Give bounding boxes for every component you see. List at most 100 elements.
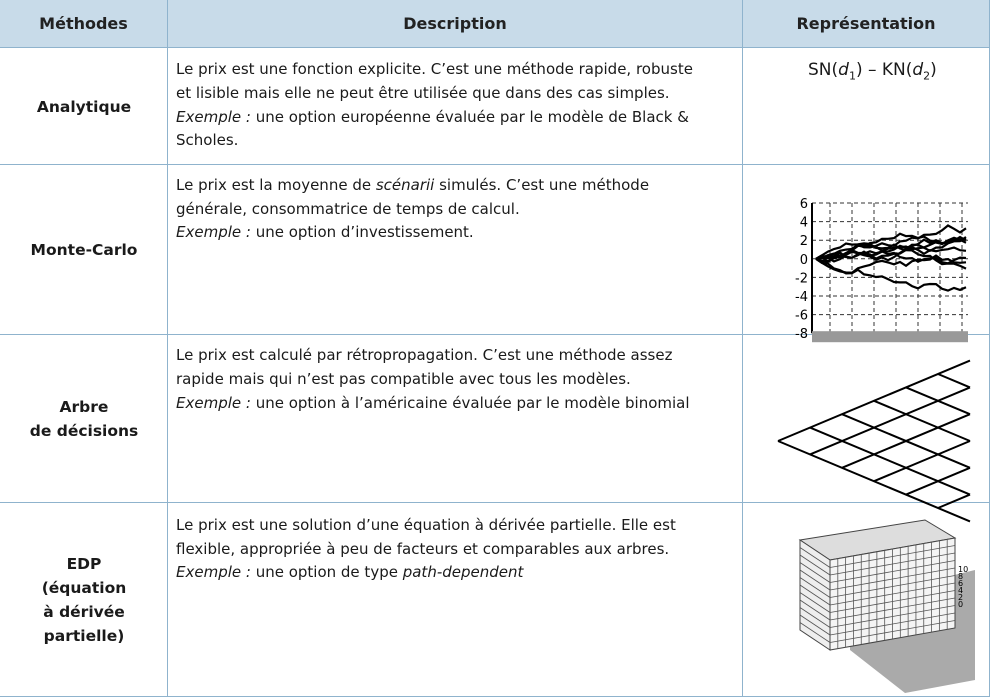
mesh xyxy=(799,569,831,591)
z-tick-label: 2 xyxy=(958,593,963,602)
mesh xyxy=(829,590,956,613)
formula-part: SN( xyxy=(808,60,839,80)
z-tick-label: 10 xyxy=(958,565,968,574)
z-tick-label: 0 xyxy=(958,600,963,609)
description-text: une option d’investissement. xyxy=(250,223,474,241)
description-line: Exemple : une option d’investissement. xyxy=(176,223,474,241)
tree-edge xyxy=(873,399,971,442)
description-text: Le prix est la moyenne de xyxy=(176,176,376,194)
formula-part: 1 xyxy=(848,69,856,83)
formula-part: d xyxy=(912,60,924,80)
description-text: path-dependent xyxy=(402,563,524,581)
tree-edge xyxy=(809,386,971,456)
mesh xyxy=(799,562,831,583)
random-walk xyxy=(815,250,967,265)
mesh xyxy=(799,547,831,568)
description-text: flexible, appropriée à peu de facteurs e… xyxy=(176,540,670,558)
formula: SN(d1) – KN(d2) xyxy=(808,60,937,82)
description-text: Le prix est une fonction explicite. C’es… xyxy=(176,60,693,78)
cell xyxy=(0,165,168,335)
mesh xyxy=(799,592,831,613)
y-tick-label: -2 xyxy=(795,271,808,286)
random-walk xyxy=(815,257,967,292)
y-tick-label: 4 xyxy=(800,216,808,231)
description-line: flexible, appropriée à peu de facteurs e… xyxy=(176,540,669,558)
method-label: EDP xyxy=(66,555,102,573)
description-text: générale, consommatrice de temps de calc… xyxy=(176,200,520,218)
mesh xyxy=(829,567,956,591)
description-line: générale, consommatrice de temps de calc… xyxy=(176,200,520,218)
mesh xyxy=(829,597,956,621)
z-tick-label: 8 xyxy=(958,572,963,581)
tree-edge xyxy=(809,426,971,496)
random-walk xyxy=(815,245,967,260)
method-label: Analytique xyxy=(36,97,132,116)
description-text: Le prix est une solution d’une équation … xyxy=(176,516,676,534)
y-tick-label: -8 xyxy=(795,327,808,342)
y-tick-label: 2 xyxy=(800,234,808,249)
mesh xyxy=(829,620,956,643)
method-cell: EDP (équation à dérivée partielle) xyxy=(0,503,168,697)
axis-band xyxy=(812,331,968,343)
mesh xyxy=(829,612,956,636)
description-text: une option à l’américaine évaluée par le… xyxy=(250,394,690,412)
formula-part: ) xyxy=(930,60,937,80)
method-label: de décisions xyxy=(29,422,139,440)
method-label: partielle) xyxy=(43,627,125,645)
method-label: Arbre xyxy=(59,398,109,416)
method-label: (équation xyxy=(41,579,127,597)
description-line: Le prix est calculé par rétropropagation… xyxy=(176,346,672,364)
mesh xyxy=(829,552,956,576)
tree-edge xyxy=(905,466,971,496)
cell xyxy=(168,48,743,165)
mesh xyxy=(829,605,956,628)
description-text: rapide mais qui n’est pas compatible ave… xyxy=(176,370,631,388)
cell xyxy=(168,335,743,503)
description-line: rapide mais qui n’est pas compatible ave… xyxy=(176,370,631,388)
formula-part: ) – KN( xyxy=(855,60,913,80)
description-text: Scholes. xyxy=(176,131,239,149)
y-tick-label: 6 xyxy=(800,197,808,212)
tree-edge xyxy=(937,493,971,509)
mesh xyxy=(799,599,831,621)
cell xyxy=(168,165,743,335)
formula-part: 2 xyxy=(923,69,931,83)
description-line: Exemple : une option à l’américaine éval… xyxy=(176,394,690,412)
description-text: scénarii xyxy=(375,176,435,194)
mesh xyxy=(829,545,956,568)
description-line: Le prix est une solution d’une équation … xyxy=(176,516,676,534)
description-text: Exemple : xyxy=(176,563,251,581)
cell xyxy=(0,335,168,503)
mesh xyxy=(799,614,831,636)
method-cell: Monte-Carlo xyxy=(0,165,168,335)
description-text: Exemple : xyxy=(176,223,251,241)
description-line: Exemple : une option de type path-depend… xyxy=(176,563,523,581)
mesh xyxy=(799,554,831,576)
method-cell: Arbre de décisions xyxy=(0,335,168,503)
mesh xyxy=(829,575,956,598)
mesh xyxy=(799,607,831,628)
method-label: Monte-Carlo xyxy=(30,241,138,259)
cell xyxy=(0,48,168,165)
z-tick-label: 4 xyxy=(958,586,963,595)
description-line: Scholes. xyxy=(176,131,238,149)
tree-edge xyxy=(841,413,971,469)
description-line: Exemple : une option européenne évaluée … xyxy=(176,108,689,126)
mesh xyxy=(799,622,831,643)
description-line: Le prix est une fonction explicite. C’es… xyxy=(176,60,693,78)
method-label: à dérivée xyxy=(43,603,125,621)
description-text: simulés. C’est une méthode xyxy=(434,176,650,194)
mesh xyxy=(829,582,956,606)
random-walk xyxy=(815,236,967,263)
method-cell: Analytique xyxy=(0,48,168,165)
description-text: une option européenne évaluée par le mod… xyxy=(250,108,689,126)
y-tick-label: -6 xyxy=(795,309,808,324)
formula-part: d xyxy=(838,60,849,80)
mesh xyxy=(799,577,831,598)
tree-edge xyxy=(937,373,971,389)
random-walk xyxy=(815,242,967,270)
tree-edge xyxy=(873,440,971,483)
description-text: Le prix est calculé par rétropropagation… xyxy=(176,346,673,364)
